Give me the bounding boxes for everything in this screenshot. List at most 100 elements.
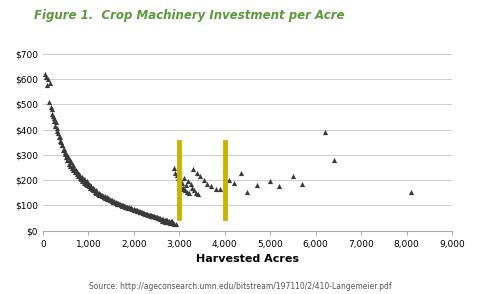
Point [187, 182, 194, 186]
Point [98, 194, 106, 198]
Point [80, 177, 88, 181]
Point [106, 198, 114, 203]
Point [184, 179, 192, 184]
Point [83, 179, 90, 184]
Point [139, 210, 147, 215]
Point [131, 207, 138, 212]
Point [144, 212, 151, 216]
Point [176, 178, 184, 183]
Point [185, 191, 193, 195]
Point [200, 178, 208, 183]
Point [66, 164, 74, 169]
Point [160, 219, 168, 224]
Point [106, 197, 113, 201]
Point [156, 216, 164, 220]
Point [132, 207, 139, 212]
Point [60, 148, 67, 152]
Point [145, 212, 153, 217]
Point [137, 210, 145, 214]
Point [194, 192, 202, 196]
Point [79, 179, 86, 183]
Point [67, 160, 75, 165]
Point [96, 192, 103, 197]
Point [289, 174, 297, 179]
Point [178, 180, 186, 185]
Point [167, 221, 175, 225]
Point [321, 130, 329, 134]
Point [173, 173, 181, 178]
Point [118, 203, 126, 208]
Point [105, 197, 112, 202]
Point [153, 215, 160, 219]
Point [51, 123, 59, 128]
Point [162, 218, 170, 223]
Point [144, 212, 152, 217]
Point [150, 214, 158, 219]
Point [156, 216, 164, 221]
Point [121, 205, 129, 209]
Point [152, 214, 159, 219]
Point [180, 186, 187, 190]
Point [48, 107, 56, 112]
Point [76, 173, 84, 178]
Point [167, 219, 175, 223]
Point [181, 188, 189, 193]
Point [89, 186, 97, 190]
Point [110, 199, 118, 203]
Point [148, 213, 156, 218]
Text: Source: http://ageconsearch.umn.edu/bitstream/197110/2/410-Langemeier.pdf: Source: http://ageconsearch.umn.edu/bits… [89, 282, 391, 291]
Point [244, 189, 252, 194]
Point [77, 177, 85, 182]
Point [68, 166, 76, 171]
Point [108, 198, 116, 203]
Point [86, 182, 94, 187]
Point [123, 205, 131, 210]
Point [207, 184, 215, 189]
Point [60, 146, 68, 151]
Point [53, 126, 60, 131]
Point [122, 204, 130, 209]
Point [127, 206, 134, 210]
Point [61, 150, 69, 155]
Point [50, 118, 58, 123]
Point [81, 178, 89, 183]
Point [56, 135, 63, 140]
Point [76, 175, 84, 180]
Point [126, 206, 133, 211]
Point [193, 170, 201, 175]
Point [226, 178, 233, 183]
Point [147, 213, 155, 217]
Point [150, 214, 157, 218]
Point [72, 170, 79, 174]
Point [176, 184, 183, 189]
Point [121, 203, 129, 208]
Point [46, 99, 53, 104]
Point [103, 196, 111, 201]
Point [72, 167, 80, 172]
Point [104, 196, 112, 201]
Point [164, 218, 171, 223]
Point [170, 221, 178, 226]
Point [81, 180, 88, 185]
Point [276, 184, 283, 189]
Point [119, 203, 127, 208]
Point [99, 193, 107, 198]
Point [114, 201, 121, 206]
Point [73, 169, 81, 174]
Point [118, 202, 125, 207]
Point [165, 220, 172, 225]
Point [57, 140, 65, 145]
Point [212, 187, 219, 191]
Point [52, 120, 60, 124]
Point [63, 158, 71, 163]
Point [166, 220, 174, 225]
Point [129, 207, 136, 211]
Point [120, 204, 128, 208]
Point [266, 179, 274, 184]
Point [253, 183, 261, 188]
Point [95, 190, 103, 195]
Point [49, 113, 57, 118]
Point [204, 182, 211, 186]
Point [90, 187, 98, 191]
Point [109, 200, 117, 204]
